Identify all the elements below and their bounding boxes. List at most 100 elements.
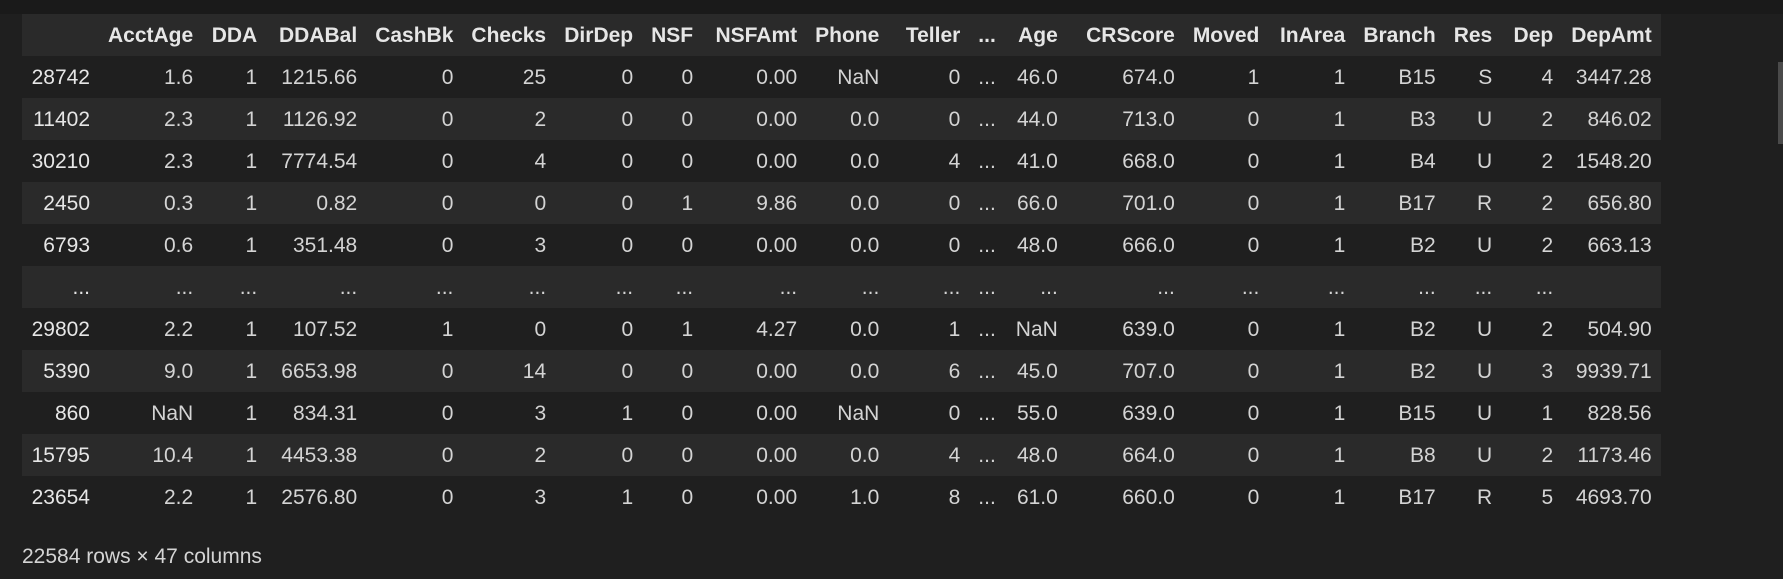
table-cell: 1 (1333, 191, 1346, 215)
table-cell: U (1477, 233, 1493, 257)
vertical-scrollbar-thumb[interactable] (1778, 62, 1783, 144)
table-cell: 4 (1541, 65, 1554, 89)
table-cell: 1 (681, 191, 694, 215)
table-cell: 1 (1333, 401, 1346, 425)
table-cell: 1 (621, 485, 634, 509)
table-cell: B17 (1398, 191, 1436, 215)
table-cell: 0 (621, 443, 634, 467)
row-index: 11402 (33, 107, 90, 131)
column-header: Teller (905, 23, 961, 47)
table-cell: 0 (1247, 191, 1260, 215)
column-header: Moved (1192, 23, 1260, 47)
row-index: 30210 (31, 149, 90, 173)
table-cell: 55.0 (1016, 401, 1058, 425)
table-cell: 0.00 (756, 233, 798, 257)
table-cell: 0.3 (164, 191, 194, 215)
table-cell: 2.3 (164, 107, 194, 131)
table-cell: ... (978, 485, 996, 509)
table-cell: 0 (1247, 317, 1260, 341)
table-cell: 1 (1333, 317, 1346, 341)
row-index: 29802 (31, 317, 90, 341)
row-index: ... (72, 275, 90, 299)
table-cell: 25 (522, 65, 547, 89)
table-cell: 61.0 (1016, 485, 1058, 509)
table-cell: ... (615, 275, 634, 299)
table-header-row: AcctAge DDA DDABal CashBk Checks DirDep NSF NSF… (22, 14, 1661, 56)
table-cell: ... (978, 401, 996, 425)
table-cell: 3 (534, 485, 547, 509)
table-cell: 0 (441, 485, 454, 509)
table-cell: 707.0 (1122, 359, 1175, 383)
table-cell: 0 (681, 359, 694, 383)
table-cell: S (1478, 65, 1493, 89)
dataframe-viewport[interactable]: AcctAge DDA DDABal CashBk Checks DirDep NSF NSF… (22, 14, 1783, 534)
table-row: 30210 2.3 1 7774.54 0 4 0 0 0.00 0.0 4... 41.0 668.0… (22, 140, 1661, 182)
row-index: 23654 (31, 485, 90, 509)
table-cell: ... (1157, 275, 1175, 299)
table-cell: 14 (522, 359, 547, 383)
column-header: AcctAge (108, 23, 194, 47)
column-header: Res (1453, 23, 1493, 47)
table-cell: B2 (1410, 233, 1436, 257)
table-cell: 46.0 (1016, 65, 1058, 89)
table-cell: 0 (441, 191, 454, 215)
column-header: CRScore (1086, 23, 1175, 47)
column-header: Checks (471, 23, 547, 47)
table-cell: 0.00 (756, 149, 798, 173)
table-cell: ... (978, 359, 996, 383)
table-cell: 0 (441, 359, 454, 383)
table-cell: 2 (534, 107, 547, 131)
table-row: 29802 2.2 1 107.52 1 0 0 1 4.27 0.0 1... NaN 639.0 0 1… (22, 308, 1661, 350)
column-header: InArea (1279, 23, 1346, 47)
table-cell: 48.0 (1016, 443, 1058, 467)
table-cell: 828.56 (1587, 401, 1652, 425)
table-cell: 674.0 (1122, 65, 1175, 89)
table-cell: 6 (948, 359, 961, 383)
table-cell: 0 (1247, 485, 1260, 509)
table-cell: 2 (534, 443, 547, 467)
table-cell: 713.0 (1122, 107, 1175, 131)
table-cell: 1 (1333, 65, 1346, 89)
table-row: 15795 10.4 1 4453.38 0 2 0 0 0.00 0.0 4... 48.0 664.… (22, 434, 1661, 476)
table-cell: 2576.80 (281, 485, 358, 509)
table-row: 860 NaN 1 834.31 0 3 1 0 0.00 NaN 0... 55.0 639.0 0 1 B… (22, 392, 1661, 434)
table-cell: 0 (1247, 233, 1260, 257)
table-cell: 3 (1541, 359, 1554, 383)
table-cell: 0 (621, 65, 634, 89)
table-cell: ... (1040, 275, 1058, 299)
table-cell: ... (978, 317, 996, 341)
table-cell: 1 (245, 149, 258, 173)
table-cell: 3 (534, 401, 547, 425)
table-cell: 1 (1333, 149, 1346, 173)
table-cell: B15 (1398, 401, 1436, 425)
table-cell: 0 (1247, 149, 1260, 173)
table-cell: 0 (948, 233, 961, 257)
table-cell: ... (1535, 275, 1554, 299)
table-cell: 0.00 (756, 107, 798, 131)
index-header (22, 14, 99, 56)
table-cell: ... (978, 233, 996, 257)
table-cell: ... (1418, 275, 1436, 299)
table-cell: 2 (1541, 443, 1554, 467)
column-header: Dep (1513, 23, 1554, 47)
column-header: Phone (815, 23, 880, 47)
table-cell: ... (779, 275, 798, 299)
table-cell: 2.2 (164, 317, 194, 341)
table-cell: 1548.20 (1575, 149, 1652, 173)
table-cell: NaN (837, 65, 880, 89)
table-cell: 666.0 (1122, 233, 1175, 257)
table-cell: 4 (534, 149, 547, 173)
table-cell: 0 (621, 317, 634, 341)
table-cell: 0.0 (850, 233, 880, 257)
table-cell: 351.48 (292, 233, 358, 257)
table-row: ........................................… (22, 266, 1661, 308)
table-cell: U (1477, 401, 1493, 425)
table-cell: 2.2 (164, 485, 194, 509)
table-cell: 0.82 (316, 191, 358, 215)
table-cell: 834.31 (292, 401, 358, 425)
table-cell: 0.6 (164, 233, 194, 257)
table-cell: B8 (1410, 443, 1436, 467)
table-cell: 1 (441, 317, 454, 341)
table-cell: ... (978, 107, 996, 131)
table-cell: 1 (245, 191, 258, 215)
